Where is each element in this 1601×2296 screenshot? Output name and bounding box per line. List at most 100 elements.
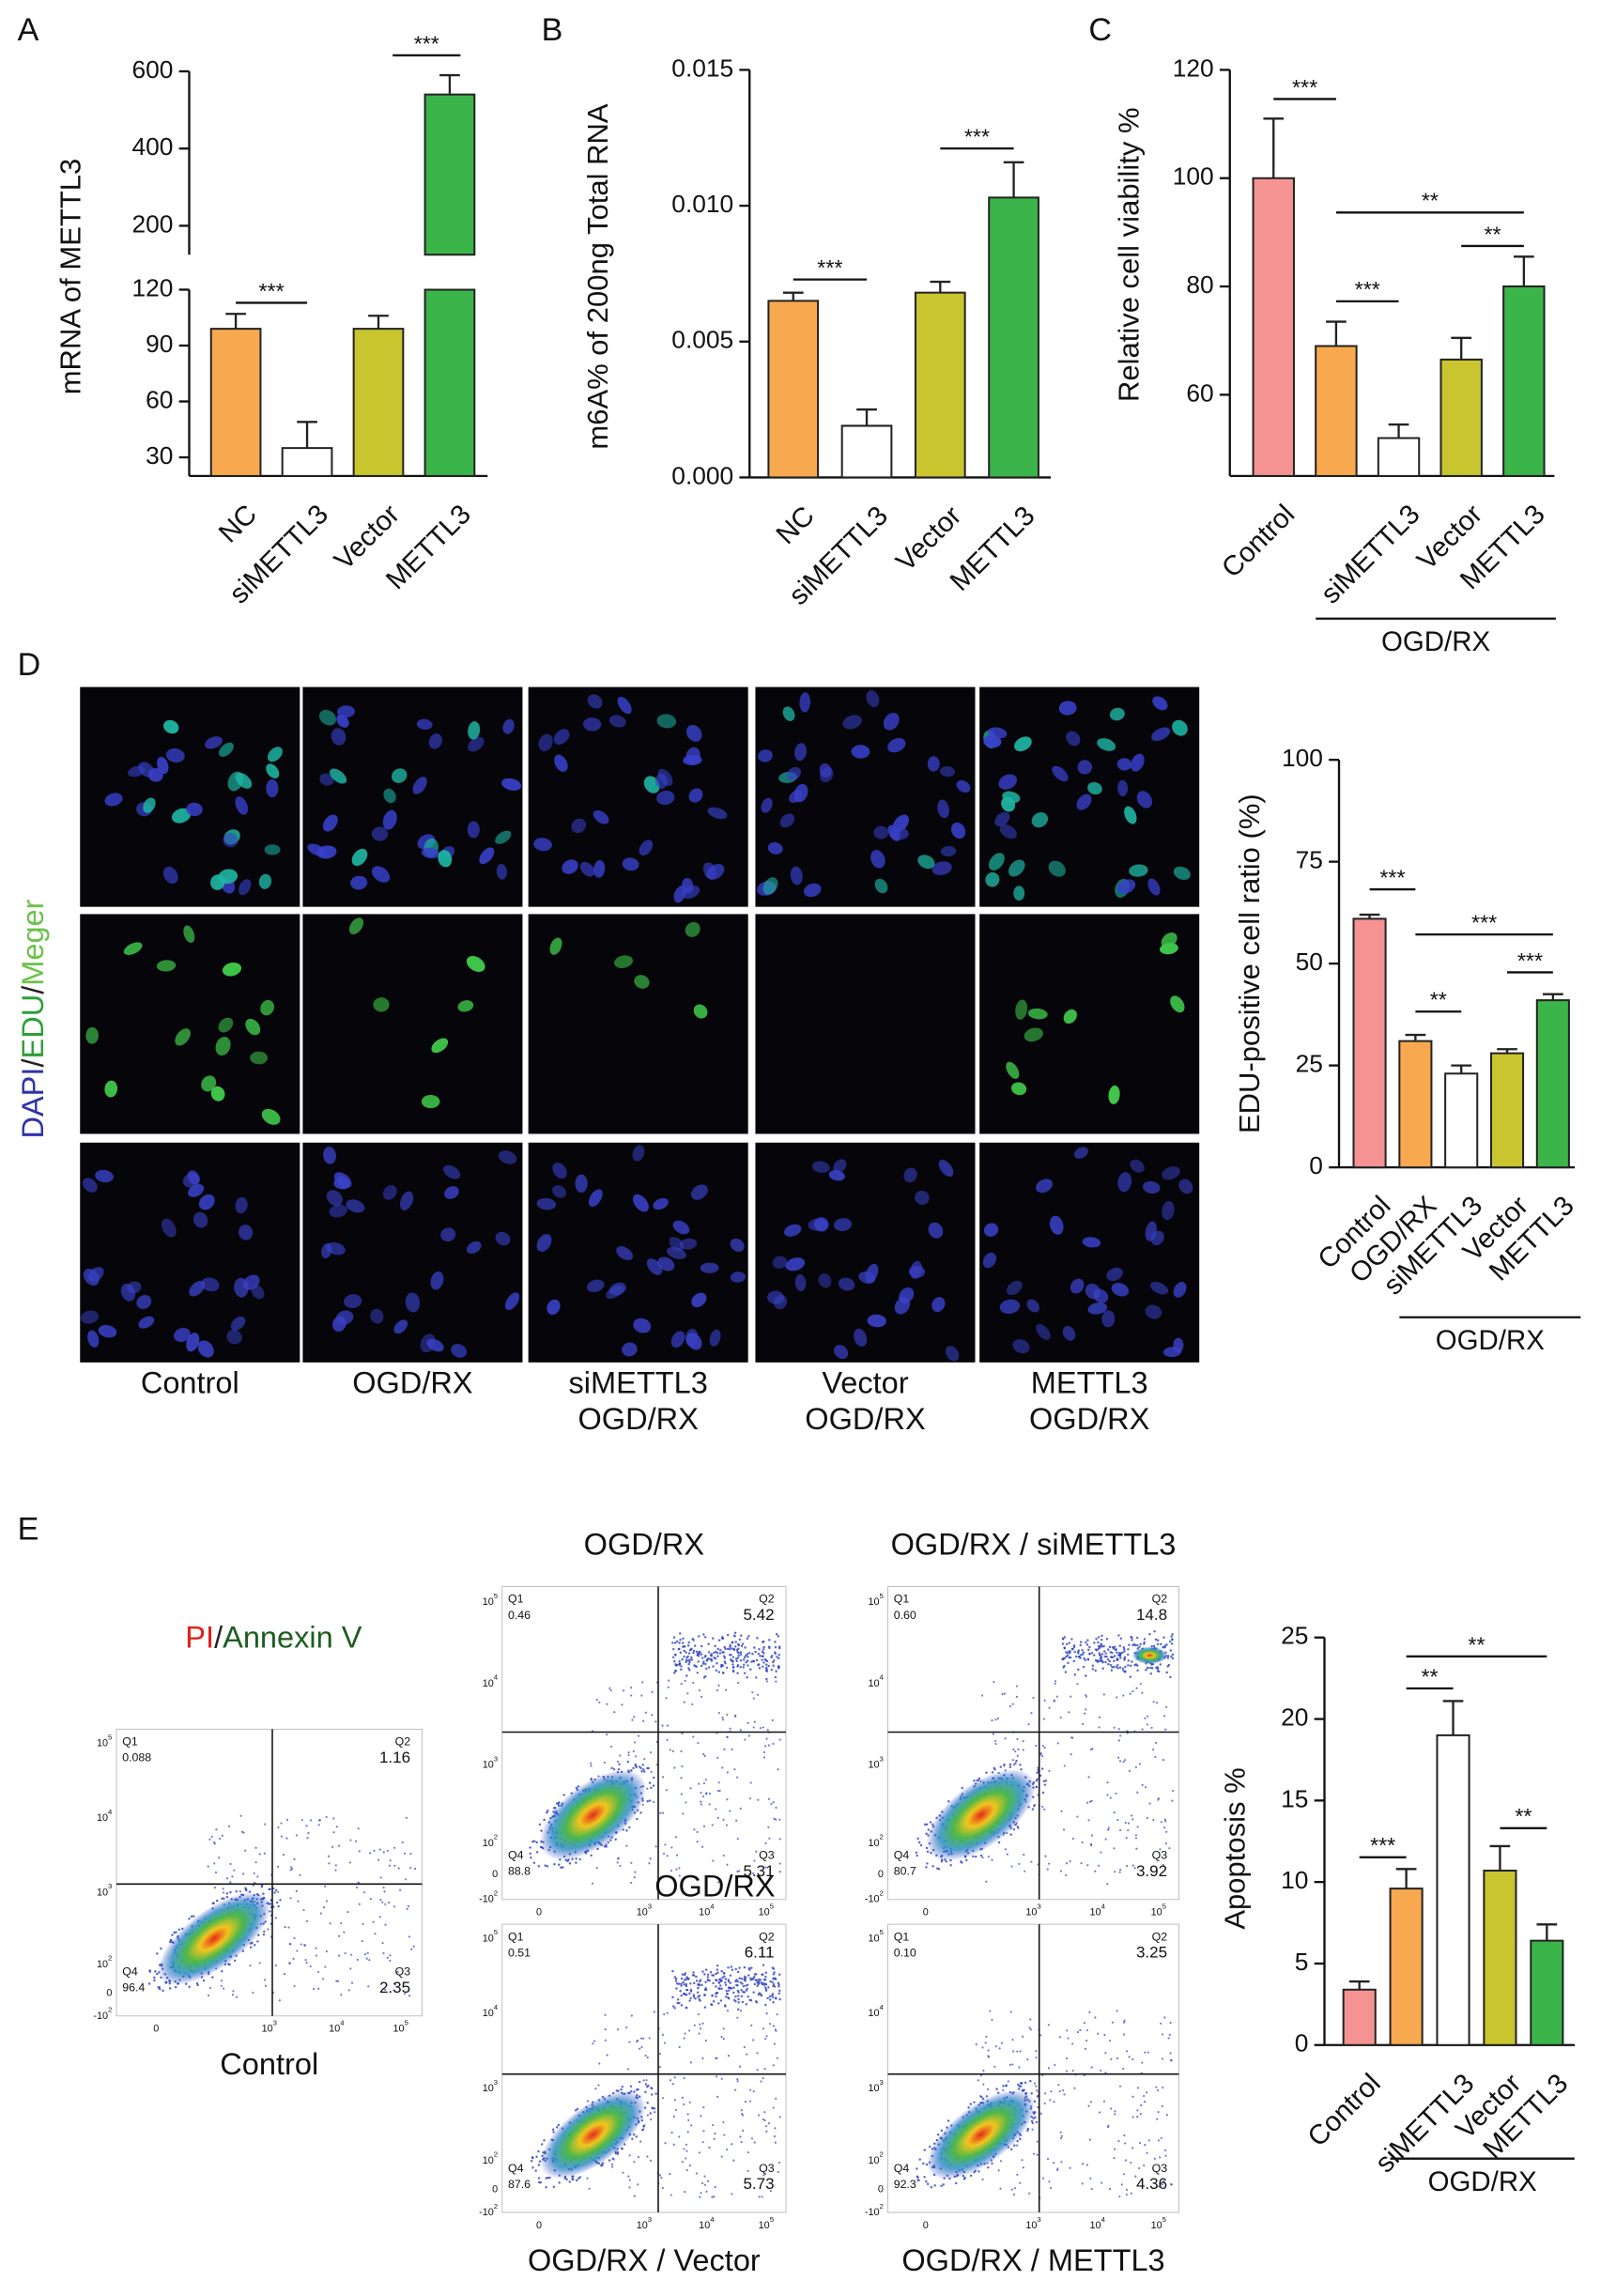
flow-event [1053,2101,1055,2103]
nucleus [1131,753,1145,772]
flow-event [1063,2093,1066,2096]
flow-event [680,2004,684,2007]
flow-event [653,2107,656,2110]
flow-event [985,2035,988,2039]
nucleus [799,692,811,713]
flow-event [249,1946,253,1949]
flow-event [1035,2050,1038,2053]
flow-event [225,1895,229,1899]
flow-event [772,1984,775,1988]
flow-event [698,1689,701,1692]
nucleus [85,1026,99,1044]
flow-event [650,1770,653,1773]
flow-event [673,2076,676,2079]
nucleus [865,1263,879,1284]
flow-tick-label: 104 [699,1903,715,1918]
flow-event [366,1951,369,1954]
flow-event [667,1686,670,1688]
quadrant-value: 96.4 [122,1981,145,1995]
flow-event [208,1986,211,1989]
flow-event [309,1965,312,1968]
flow-event [716,1661,718,1665]
flow-event [1114,1871,1116,1873]
flow-event [349,1839,352,1841]
flow-event [640,2045,643,2049]
bar [988,196,1039,479]
flow-event [916,1854,918,1857]
flow-event [1153,1629,1156,1633]
flow-event [981,2178,984,2180]
nucleus [371,866,391,883]
flow-event [644,2054,647,2057]
nucleus [1058,701,1077,716]
flow-event [736,1672,739,1675]
nucleus [803,883,822,898]
flow-tick-base: 10 [483,1678,494,1689]
flow-event [1160,2022,1162,2025]
flow-event [691,1703,694,1706]
flow-event [987,2055,990,2057]
flow-tick-label: 105 [393,2019,408,2035]
flow-event [1155,2086,1158,2088]
flow-event [1122,1694,1125,1697]
flow-event [764,1971,768,1974]
flow-event [412,1945,415,1948]
flow-event [748,2100,752,2103]
flow-event [916,1837,919,1841]
nucleus [1036,1179,1054,1194]
flow-event [1113,1847,1116,1850]
nucleus [392,768,408,783]
nucleus [336,714,349,728]
flow-event [730,1654,732,1657]
flow-event [158,1988,162,1991]
flow-event [652,1784,655,1787]
flow-event [1157,1670,1161,1673]
flow-event [670,2131,673,2134]
flow-event [752,1975,756,1979]
flow-event [742,1666,745,1669]
flow-event [1048,1862,1051,1865]
micrograph-label: OGD/RX [805,1402,926,1436]
flow-tick-exp: 2 [494,1833,498,1841]
flow-event [324,1965,327,1968]
flow-event [546,1811,548,1814]
flow-event [703,2183,707,2186]
flow-event [1094,2016,1097,2019]
flow-event [1116,2010,1118,2012]
flow-event [923,2176,926,2179]
flow-tick-base: -10 [865,1894,880,1905]
flow-event [738,1638,742,1641]
nucleus [614,955,634,969]
nucleus [937,799,949,819]
flow-event [685,2006,688,2010]
flow-event [773,2042,777,2045]
flow-event [233,1869,236,1872]
flow-event [676,1998,680,2001]
flow-tick-base: 10 [393,2024,405,2035]
flow-event [1162,2180,1165,2183]
flow-event [749,1977,752,1980]
nucleus [1129,864,1148,877]
flow-event [769,2190,772,2193]
flow-event [917,2179,920,2181]
flow-event [285,1818,289,1821]
nucleus [730,1238,745,1252]
flow-event [722,1854,725,1857]
flow-event [289,1943,292,1946]
flow-event [778,1871,781,1873]
flow-event [1165,1643,1168,1646]
nucleus [319,773,334,786]
flow-tick-label: 104 [868,1673,884,1689]
flow-event [713,2137,716,2140]
bar [209,328,262,477]
flow-event [732,1991,735,1995]
flow-tick-exp: 4 [880,1673,885,1682]
flow-event [605,1845,608,1848]
nucleus [251,1285,265,1300]
flow-event [700,1791,702,1795]
significance-label: ** [1468,1632,1485,1657]
flow-tick-label: 103 [868,1754,883,1770]
flow-event [646,2102,649,2104]
flow-event [720,2077,723,2080]
flow-event [715,1650,717,1654]
